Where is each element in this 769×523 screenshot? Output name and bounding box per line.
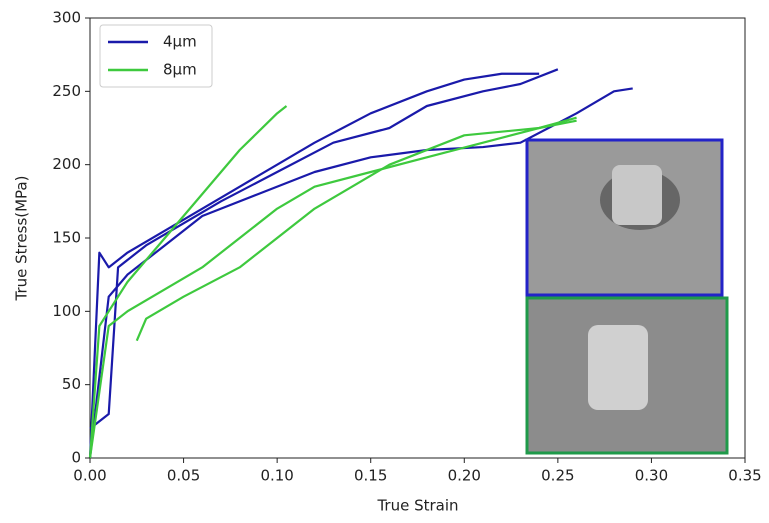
y-tick-label: 250 (52, 82, 81, 100)
x-tick-label: 0.00 (73, 467, 106, 485)
y-tick-label: 300 (52, 9, 81, 27)
y-tick-label: 100 (52, 302, 81, 320)
sem-pillar (588, 325, 648, 410)
y-tick-label: 0 (71, 449, 81, 467)
legend-label: 4μm (163, 33, 197, 51)
x-tick-label: 0.20 (448, 467, 481, 485)
series-line (88, 87, 633, 459)
x-tick-label: 0.15 (354, 467, 387, 485)
x-tick-label: 0.25 (541, 467, 574, 485)
legend-label: 8μm (163, 61, 197, 79)
x-tick-label: 0.30 (635, 467, 668, 485)
y-tick-label: 150 (52, 229, 81, 247)
series-line (88, 116, 577, 459)
y-axis-label: True Stress(MPa) (13, 176, 31, 302)
x-axis-label: True Strain (376, 497, 458, 515)
x-tick-label: 0.35 (728, 467, 761, 485)
series-line (89, 68, 559, 430)
y-tick-label: 50 (62, 375, 81, 393)
series-line (88, 72, 540, 459)
legend-box (99, 24, 213, 88)
y-tick-label: 200 (52, 155, 81, 173)
series-line (88, 105, 288, 459)
series-line (135, 119, 577, 342)
x-tick-label: 0.05 (167, 467, 200, 485)
sem-pillar (612, 165, 662, 225)
curves (88, 68, 633, 459)
x-tick-label: 0.10 (260, 467, 293, 485)
